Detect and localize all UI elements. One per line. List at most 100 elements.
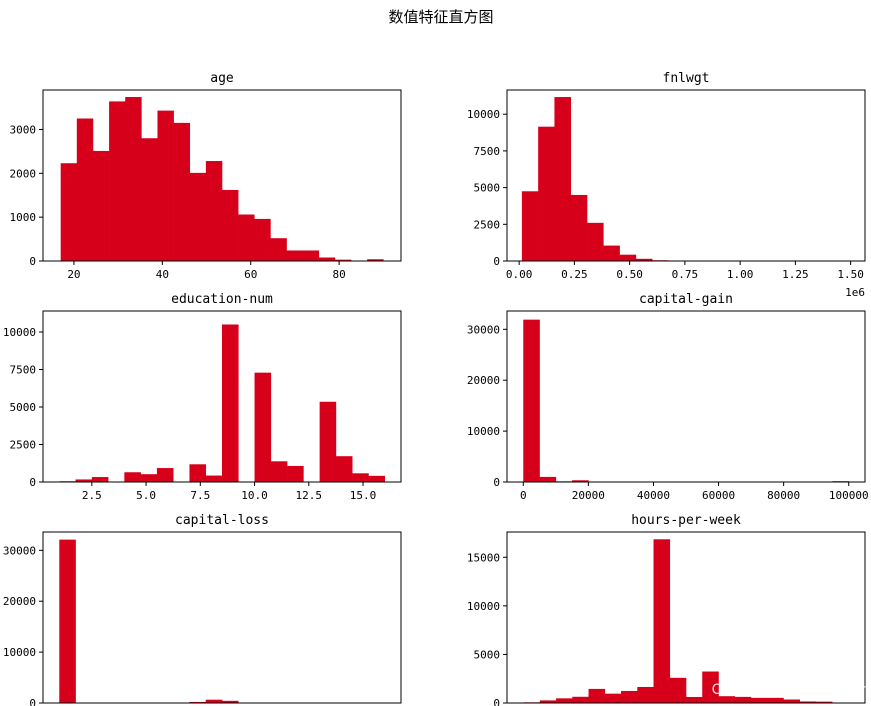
histogram-bar	[352, 473, 369, 482]
histogram-bar	[124, 472, 141, 482]
histogram-bar	[604, 693, 622, 703]
histogram-capital-gain: capital-gain 0 10000 20000 30000 0 20000 40000 6…	[467, 292, 869, 502]
histogram-bar	[319, 401, 337, 482]
histogram-bar	[635, 258, 653, 261]
x-tick-label: 1.00	[727, 268, 754, 281]
histogram-bar	[189, 464, 207, 482]
y-tick-label: 15000	[467, 551, 500, 564]
histogram-bar	[318, 257, 336, 261]
y-tick-label: 0	[493, 697, 500, 706]
histogram-bar	[222, 324, 239, 482]
panel-title: capital-gain	[639, 292, 733, 307]
histogram-bar	[254, 372, 272, 482]
histogram-bar	[539, 700, 557, 703]
y-tick-label: 3000	[10, 123, 37, 136]
x-tick-label: 1.50	[837, 268, 864, 281]
x-tick-label: 0.50	[616, 268, 643, 281]
histogram-bar	[205, 161, 223, 261]
axes-frame	[42, 310, 402, 483]
y-tick-label: 2500	[474, 218, 501, 231]
histogram-bar	[621, 690, 638, 703]
histogram-bar	[799, 701, 817, 703]
axes-frame	[506, 310, 866, 483]
histogram-bar	[287, 465, 304, 482]
axes-frame	[506, 89, 866, 262]
histogram-bar	[686, 696, 703, 703]
histogram-bar	[286, 250, 303, 261]
x-tick-label: 7.5	[190, 489, 210, 502]
histogram-bar	[653, 539, 671, 703]
histogram-bar	[205, 475, 223, 482]
x-tick-label: 10.0	[241, 489, 268, 502]
panel-title: hours-per-week	[631, 513, 741, 528]
histogram-bar	[521, 191, 539, 261]
x-tick-label: 20000	[572, 489, 605, 502]
histogram-hours-per-week: hours-per-week 0 5000 10000 15000	[467, 513, 866, 706]
histogram-bar	[637, 686, 654, 703]
histogram-bar	[734, 696, 752, 703]
histogram-bar	[783, 699, 800, 703]
x-tick-label: 40000	[637, 489, 670, 502]
panel-title: capital-loss	[175, 513, 269, 528]
y-tick-label: 10000	[3, 646, 36, 659]
histogram-bar	[368, 475, 386, 482]
histogram-capital-loss: capital-loss 0 10000 20000 30000	[3, 513, 402, 706]
x-tick-label: 60000	[702, 489, 735, 502]
y-tick-label: 0	[29, 476, 36, 489]
y-tick-label: 10000	[3, 326, 36, 339]
histogram-bar	[189, 701, 207, 703]
histogram-bar	[619, 254, 637, 261]
y-tick-label: 0	[29, 697, 36, 706]
histogram-bar	[538, 126, 555, 261]
histogram-bar	[587, 222, 604, 261]
figure-suptitle: 数值特征直方图	[388, 8, 493, 26]
histogram-bar	[76, 118, 94, 261]
panel-title: age	[210, 71, 234, 86]
y-tick-label: 0	[29, 255, 36, 268]
histogram-bar	[718, 696, 736, 703]
x-tick-label: 12.5	[296, 489, 323, 502]
histogram-bar	[173, 122, 191, 261]
x-offset-label: 1e6	[845, 286, 865, 299]
histogram-bar	[815, 701, 833, 703]
histogram-bar	[750, 697, 768, 703]
y-tick-label: 2000	[10, 167, 37, 180]
x-tick-label: 0.00	[506, 268, 533, 281]
y-tick-label: 10000	[467, 108, 500, 121]
x-tick-label: 40	[156, 268, 169, 281]
histogram-bar	[539, 476, 557, 482]
histogram-age: age 0 1000 2000 3000 20 40 60 80	[10, 71, 402, 281]
histogram-bar	[669, 677, 687, 703]
histogram-bar	[523, 319, 540, 482]
histogram-bar	[238, 214, 255, 261]
x-tick-label: 80	[332, 268, 345, 281]
y-tick-label: 1000	[10, 211, 37, 224]
histogram-bar	[222, 189, 239, 261]
x-tick-label: 0.25	[561, 268, 588, 281]
panel-title: education-num	[171, 292, 273, 307]
histogram-bar	[572, 480, 589, 482]
histogram-bar	[603, 245, 620, 261]
histogram-bar	[60, 163, 78, 261]
histogram-fnlwgt: fnlwgt 0 2500 5000 7500 10000 0.00 0.25 0.50 0.75…	[467, 71, 866, 299]
y-tick-label: 0	[493, 476, 500, 489]
y-tick-label: 10000	[467, 600, 500, 613]
x-tick-label: 20	[67, 268, 80, 281]
histogram-bar	[189, 172, 207, 261]
x-tick-label: 0.75	[672, 268, 699, 281]
histogram-bar	[588, 688, 606, 703]
x-tick-label: 2.5	[82, 489, 102, 502]
csdn-watermark: CSDN @我不是小upper	[712, 682, 868, 698]
histogram-bar	[140, 474, 158, 482]
histogram-bar	[554, 97, 572, 261]
y-tick-label: 2500	[10, 439, 37, 452]
histogram-bar	[570, 194, 588, 261]
histogram-bar	[702, 671, 719, 703]
x-tick-label: 100000	[829, 489, 869, 502]
histogram-bar	[75, 479, 93, 482]
y-tick-label: 10000	[467, 425, 500, 438]
histogram-bar	[572, 696, 589, 703]
histogram-bar	[141, 138, 158, 261]
axes-frame	[506, 531, 866, 704]
